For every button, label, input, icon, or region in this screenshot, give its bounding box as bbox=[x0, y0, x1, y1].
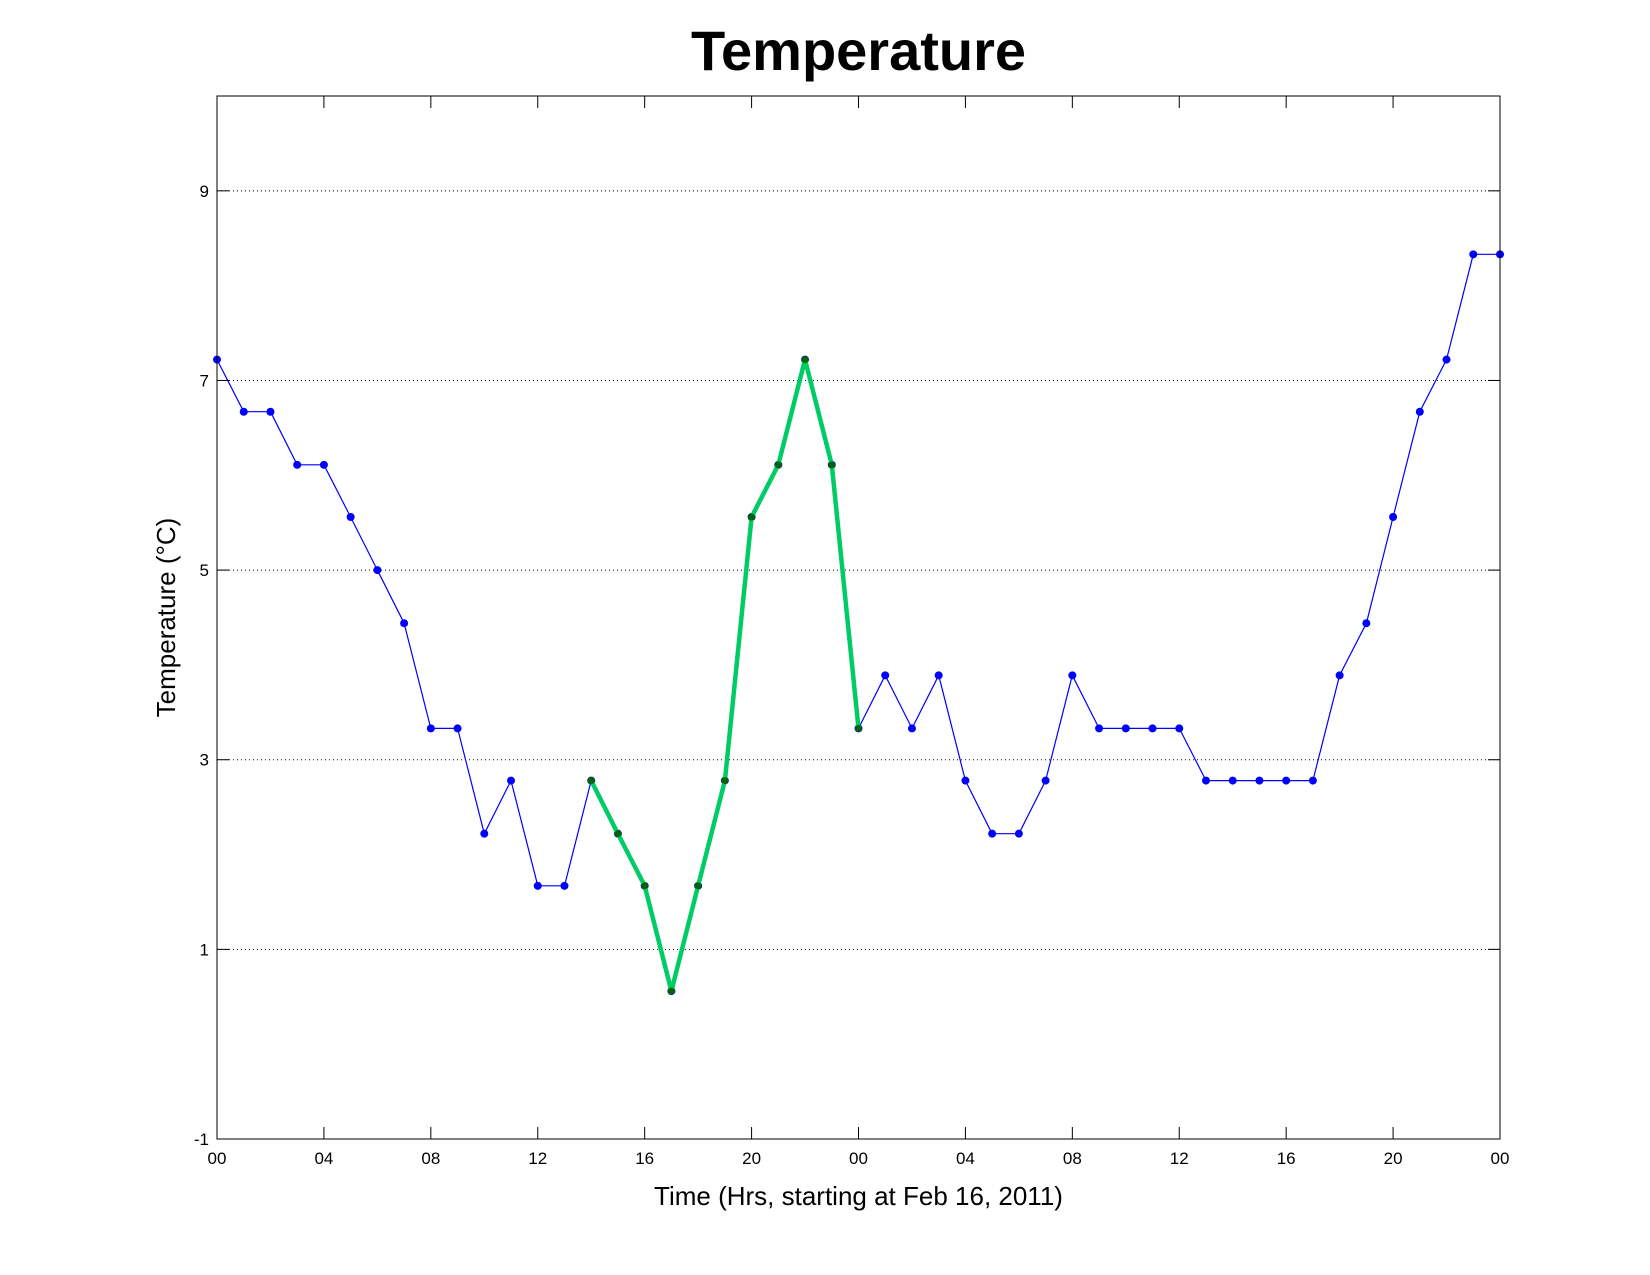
x-tick-label: 08 bbox=[421, 1149, 440, 1168]
data-point-2 bbox=[694, 882, 702, 890]
y-tick-label: 7 bbox=[200, 371, 209, 390]
data-point-2 bbox=[721, 777, 729, 785]
y-tick-label: -1 bbox=[194, 1130, 209, 1149]
data-point-1 bbox=[1389, 512, 1398, 521]
x-tick-label: 00 bbox=[1491, 1149, 1510, 1168]
data-point-1 bbox=[934, 671, 943, 680]
data-point-1 bbox=[373, 566, 382, 575]
data-point-1 bbox=[319, 460, 328, 469]
y-tick-label: 3 bbox=[200, 751, 209, 770]
data-point-1 bbox=[1362, 619, 1371, 628]
data-point-1 bbox=[961, 776, 970, 785]
data-point-1 bbox=[1442, 355, 1451, 364]
x-tick-label: 12 bbox=[1170, 1149, 1189, 1168]
x-tick-label: 00 bbox=[208, 1149, 227, 1168]
data-point-2 bbox=[667, 987, 675, 995]
data-point-1 bbox=[560, 881, 569, 890]
data-point-1 bbox=[1041, 776, 1050, 785]
data-point-1 bbox=[1335, 671, 1344, 680]
x-tick-label: 16 bbox=[635, 1149, 654, 1168]
axis-ticks: -1 1 3 5 7 9 00 04 08 12 16 20 00 04 08 12 16 20 00 bbox=[194, 96, 1510, 1168]
data-point-1 bbox=[400, 619, 409, 628]
data-point-2 bbox=[774, 461, 782, 469]
data-point-1 bbox=[907, 724, 916, 733]
data-point-1 bbox=[453, 724, 462, 733]
data-point-2 bbox=[587, 777, 595, 785]
x-tick-label: 04 bbox=[956, 1149, 975, 1168]
data-point-1 bbox=[1014, 829, 1023, 838]
data-point-1 bbox=[1469, 250, 1478, 259]
data-point-1 bbox=[1415, 407, 1424, 416]
chart-title: Temperature bbox=[691, 19, 1026, 82]
x-axis-label: Time (Hrs, starting at Feb 16, 2011) bbox=[654, 1181, 1063, 1211]
x-tick-label: 04 bbox=[314, 1149, 333, 1168]
x-tick-label: 08 bbox=[1063, 1149, 1082, 1168]
data-point-2 bbox=[855, 724, 862, 732]
data-point-2 bbox=[801, 356, 809, 364]
data-point-1 bbox=[1282, 776, 1291, 785]
x-tick-label: 00 bbox=[849, 1149, 868, 1168]
x-tick-label: 20 bbox=[742, 1149, 761, 1168]
y-axis-label: Temperature (°C) bbox=[151, 518, 181, 718]
x-tick-label: 20 bbox=[1384, 1149, 1403, 1168]
data-point-1 bbox=[507, 776, 516, 785]
data-point-1 bbox=[266, 407, 275, 416]
data-point-2 bbox=[641, 882, 649, 890]
y-tick-label: 9 bbox=[200, 182, 209, 201]
y-tick-label: 1 bbox=[200, 940, 209, 959]
data-point-1 bbox=[1201, 776, 1210, 785]
data-point-1 bbox=[346, 512, 355, 521]
data-point-1 bbox=[988, 829, 997, 838]
data-point-1 bbox=[1121, 724, 1130, 733]
data-point-1 bbox=[293, 460, 302, 469]
data-point-1 bbox=[239, 407, 248, 416]
data-point-1 bbox=[426, 724, 435, 733]
data-point-1 bbox=[1175, 724, 1184, 733]
series-layer bbox=[213, 250, 1504, 996]
data-point-1 bbox=[1068, 671, 1077, 680]
data-point-1 bbox=[1228, 776, 1237, 785]
data-point-1 bbox=[881, 671, 890, 680]
data-point-2 bbox=[828, 461, 836, 469]
data-point-1 bbox=[1148, 724, 1157, 733]
data-point-1 bbox=[1255, 776, 1264, 785]
data-point-2 bbox=[614, 830, 622, 838]
data-point-1 bbox=[1095, 724, 1104, 733]
x-tick-label: 12 bbox=[528, 1149, 547, 1168]
data-point-1 bbox=[533, 881, 542, 890]
data-point-1 bbox=[1308, 776, 1317, 785]
x-tick-label: 16 bbox=[1277, 1149, 1296, 1168]
y-tick-label: 5 bbox=[200, 561, 209, 580]
data-point-2 bbox=[748, 513, 756, 521]
data-point-1 bbox=[480, 829, 489, 838]
